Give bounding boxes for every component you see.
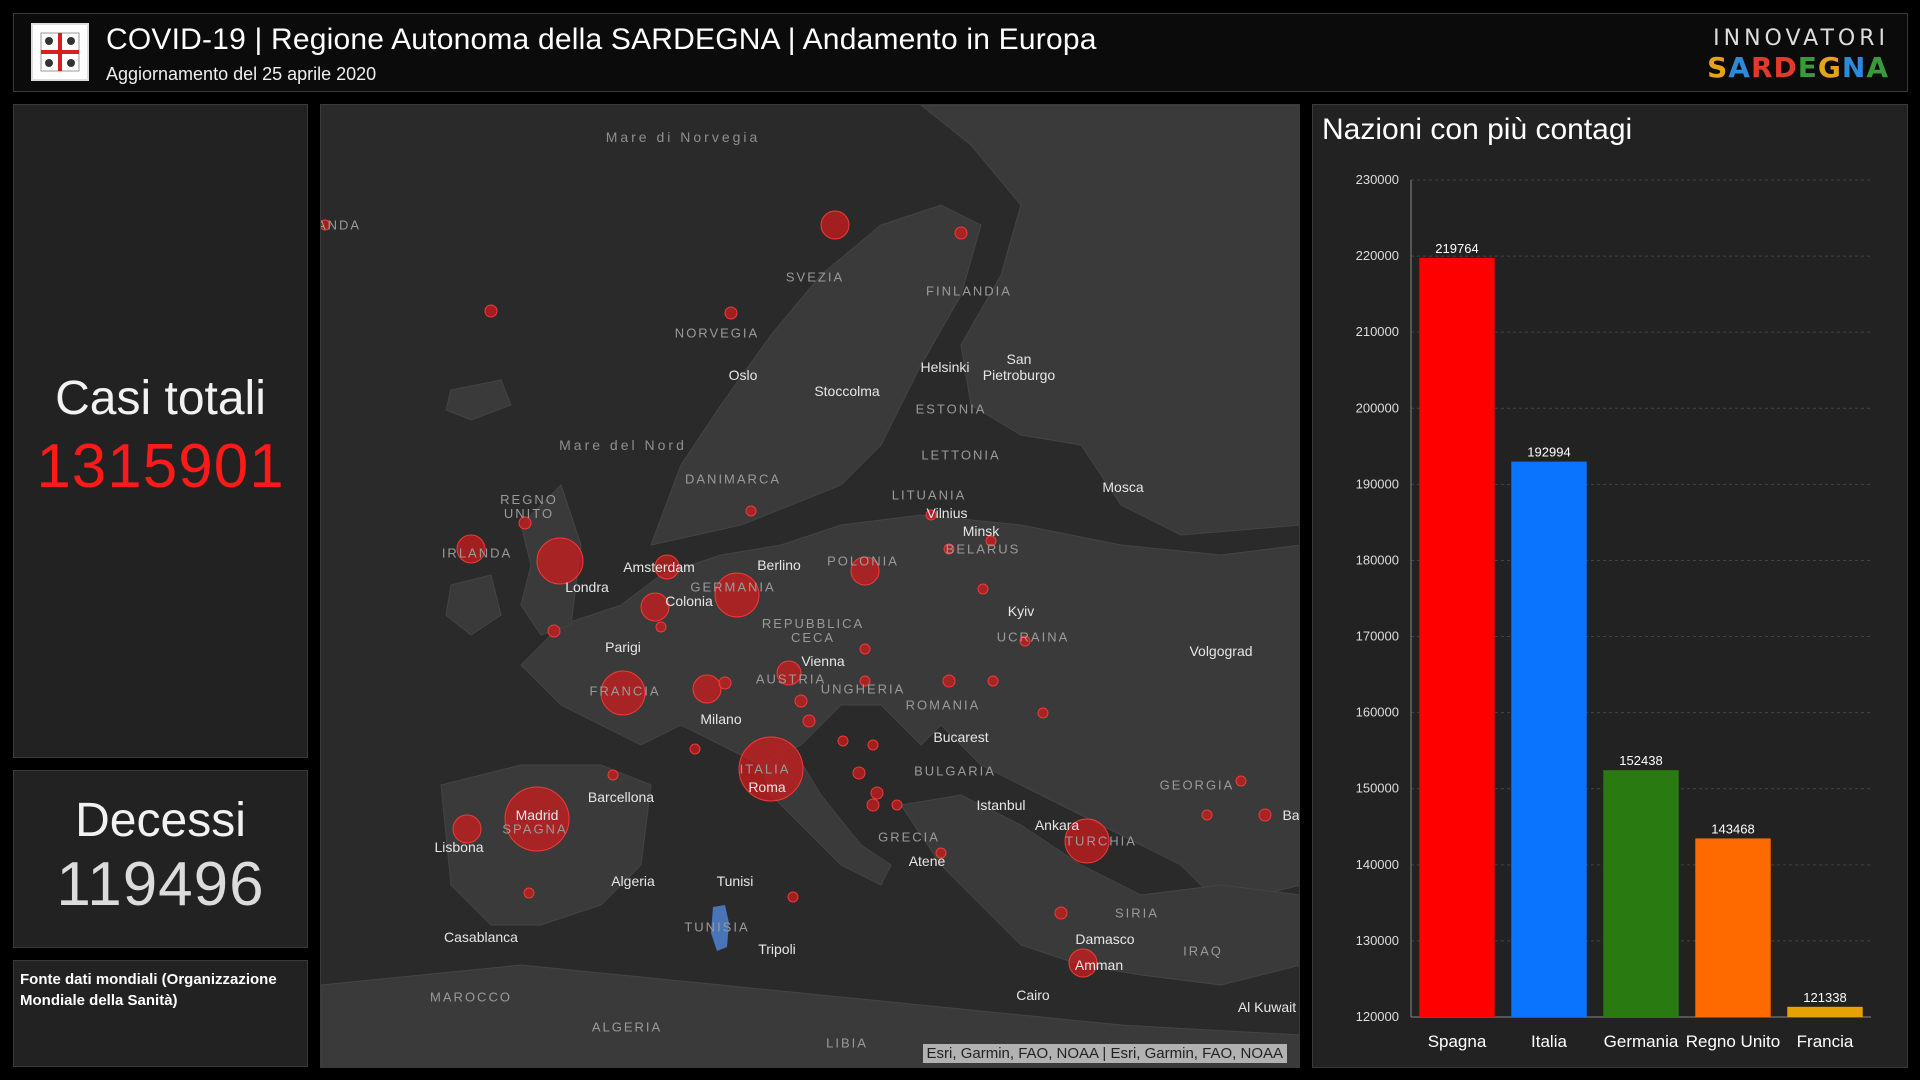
y-tick-label: 150000 xyxy=(1356,781,1399,796)
brand-letter: S xyxy=(1707,51,1729,84)
y-tick-label: 130000 xyxy=(1356,933,1399,948)
y-tick-label: 210000 xyxy=(1356,324,1399,339)
y-tick-label: 190000 xyxy=(1356,476,1399,491)
bar-value-label: 121338 xyxy=(1803,990,1846,1005)
y-tick-label: 170000 xyxy=(1356,629,1399,644)
brand-bottom-text: SARDEGNA xyxy=(1707,51,1889,84)
x-category-label: Francia xyxy=(1797,1032,1854,1051)
y-tick-label: 160000 xyxy=(1356,705,1399,720)
y-tick-label: 180000 xyxy=(1356,552,1399,567)
europe-map[interactable]: Mare di Norvegia Mare del Nord ANDA SVEZ… xyxy=(320,104,1300,1068)
total-cases-panel: Casi totali 1315901 xyxy=(13,104,308,758)
y-tick-label: 230000 xyxy=(1356,172,1399,187)
land-masses xyxy=(321,105,1299,1067)
top-countries-chart-panel: Nazioni con più contagi 120000 130000 1400… xyxy=(1312,104,1908,1068)
deaths-label: Decessi xyxy=(75,794,246,847)
data-source-text: Fonte dati mondiali (Organizzazione Mond… xyxy=(20,971,277,1009)
bar xyxy=(1419,257,1495,1017)
data-source-panel: Fonte dati mondiali (Organizzazione Mond… xyxy=(13,960,308,1067)
y-tick-label: 120000 xyxy=(1356,1009,1399,1024)
bar-value-label: 219764 xyxy=(1435,241,1478,256)
brand-letter: G xyxy=(1817,51,1842,84)
case-bubbles xyxy=(321,210,1272,978)
bar xyxy=(1603,770,1679,1017)
brand-letter: E xyxy=(1797,51,1818,84)
update-date: Aggiornamento del 25 aprile 2020 xyxy=(106,64,377,84)
total-cases-value: 1315901 xyxy=(36,432,285,501)
sardinia-coat-of-arms-logo xyxy=(31,23,89,81)
x-category-label: Italia xyxy=(1531,1032,1567,1051)
brand-letter: D xyxy=(1773,51,1798,84)
deaths-panel: Decessi 119496 xyxy=(13,770,308,948)
y-tick-label: 220000 xyxy=(1356,248,1399,263)
chart-title: Nazioni con più contagi xyxy=(1322,113,1633,146)
brand-letter: A xyxy=(1728,51,1751,84)
brand-top-text: INNOVATORI xyxy=(1713,26,1889,51)
map-attribution: Esri, Garmin, FAO, NOAA | Esri, Garmin, … xyxy=(922,1044,1287,1063)
innovatori-sardegna-logo: INNOVATORI SARDEGNA xyxy=(1707,26,1889,84)
bar xyxy=(1695,838,1771,1017)
header-bar: COVID-19 | Regione Autonoma della SARDEG… xyxy=(13,13,1908,92)
y-tick-label: 140000 xyxy=(1356,857,1399,872)
bar xyxy=(1511,461,1587,1017)
bar xyxy=(1787,1006,1863,1017)
bar-value-label: 143468 xyxy=(1711,821,1754,836)
y-tick-label: 200000 xyxy=(1356,400,1399,415)
bar-chart: 120000 130000 140000 150000 160000 170000 1800… xyxy=(1356,172,1871,1051)
bar-value-label: 192994 xyxy=(1527,445,1570,460)
bar-value-label: 152438 xyxy=(1619,753,1662,768)
sardinia-highlight xyxy=(711,905,729,951)
x-category-label: Germania xyxy=(1604,1032,1679,1051)
brand-letter: N xyxy=(1841,51,1867,84)
brand-letter: A xyxy=(1866,51,1889,84)
total-cases-label: Casi totali xyxy=(55,372,266,425)
x-category-label: Spagna xyxy=(1428,1032,1487,1051)
map-canvas[interactable] xyxy=(321,105,1300,1068)
deaths-value: 119496 xyxy=(56,850,265,919)
brand-letter: R xyxy=(1750,51,1774,84)
page-title: COVID-19 | Regione Autonoma della SARDEG… xyxy=(106,23,1097,56)
x-category-label: Regno Unito xyxy=(1686,1032,1781,1051)
